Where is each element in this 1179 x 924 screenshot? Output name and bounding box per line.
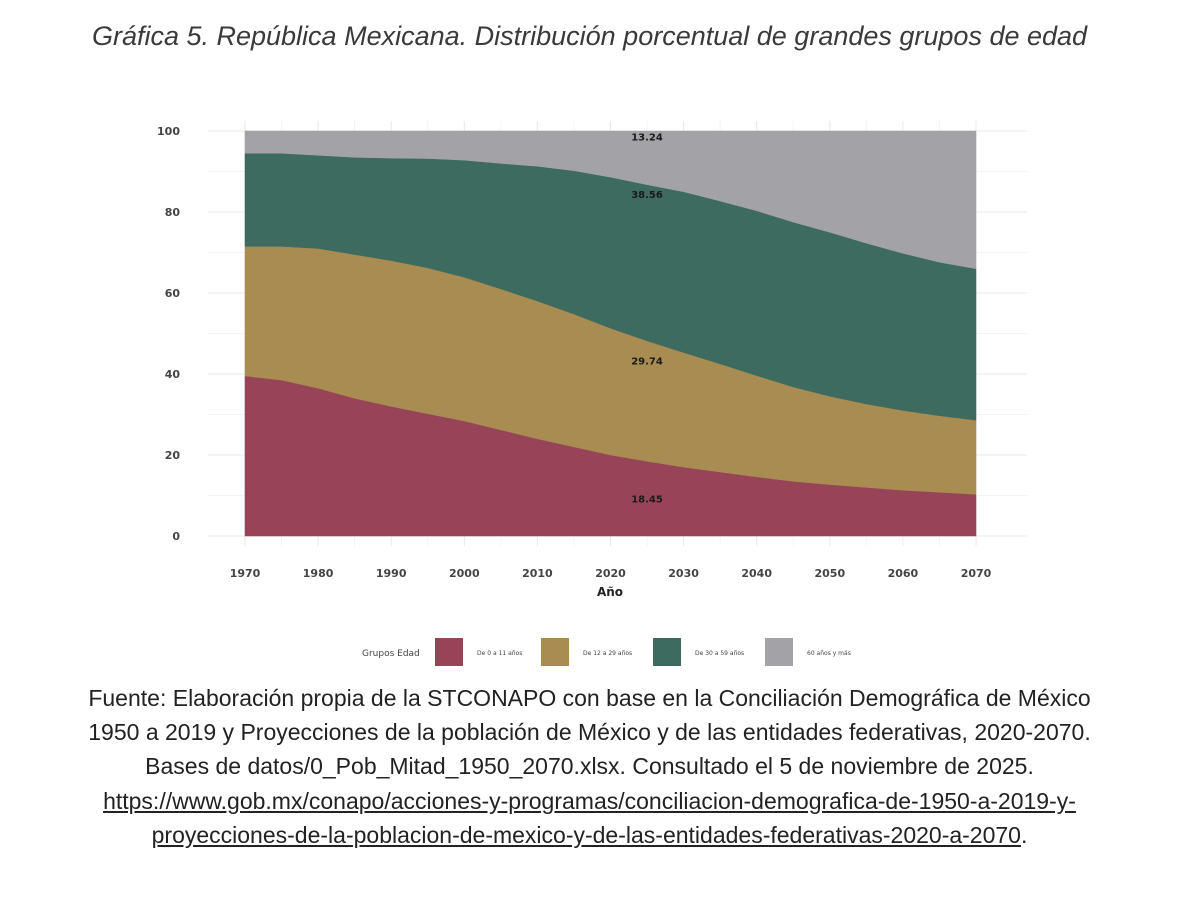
chart-container: 0 20 40 60 80 100 1970 1980 1990 2000 2010 2020 2030…: [157, 121, 1027, 666]
source-link[interactable]: https://www.gob.mx/conapo/acciones-y-pro…: [103, 787, 1076, 848]
source-note: Fuente: Elaboración propia de la STCONAP…: [60, 681, 1119, 852]
legend-label: De 0 a 11 años: [477, 650, 522, 657]
y-tick-label: 20: [165, 449, 181, 462]
legend-label: De 30 a 59 años: [695, 650, 744, 657]
x-tick-label: 2070: [961, 567, 992, 580]
area-series-4: [244, 130, 977, 269]
source-trailing: .: [1020, 821, 1028, 848]
x-tick-label: 2010: [522, 567, 553, 580]
legend: Grupos Edad De 0 a 11 años De 12 a 29 año…: [362, 638, 851, 666]
y-tick-label: 100: [157, 125, 180, 138]
data-label: 13.24: [631, 133, 663, 144]
data-label: 18.45: [631, 495, 663, 506]
source-text: Fuente: Elaboración propia de la STCONAP…: [88, 685, 1091, 780]
data-label: 29.74: [631, 357, 663, 368]
x-tick-label: 2050: [814, 567, 845, 580]
x-tick-label: 2040: [741, 567, 772, 580]
legend-title: Grupos Edad: [362, 649, 420, 659]
legend-label: 60 años y más: [807, 650, 851, 657]
x-tick-label: 1970: [230, 567, 261, 580]
legend-swatch: [541, 638, 569, 666]
x-tick-label: 2030: [668, 567, 699, 580]
x-tick-label: 2060: [888, 567, 919, 580]
y-tick-label: 80: [165, 206, 181, 219]
page-title: Gráfica 5. República Mexicana. Distribuc…: [91, 21, 1088, 51]
legend-swatch: [653, 638, 681, 666]
y-tick-label: 0: [172, 530, 180, 543]
y-tick-label: 60: [165, 287, 181, 300]
y-tick-label: 40: [165, 368, 181, 381]
data-label: 38.56: [631, 190, 663, 201]
x-axis-title: Año: [597, 585, 623, 599]
x-tick-label: 1990: [376, 567, 407, 580]
legend-label: De 12 a 29 años: [583, 650, 632, 657]
x-tick-label: 2020: [595, 567, 626, 580]
areas: [244, 130, 977, 537]
legend-swatch: [765, 638, 793, 666]
x-tick-label: 1980: [303, 567, 334, 580]
legend-swatch: [435, 638, 463, 666]
x-tick-label: 2000: [449, 567, 480, 580]
data-labels: 18.45 29.74 38.56 13.24: [631, 133, 663, 506]
